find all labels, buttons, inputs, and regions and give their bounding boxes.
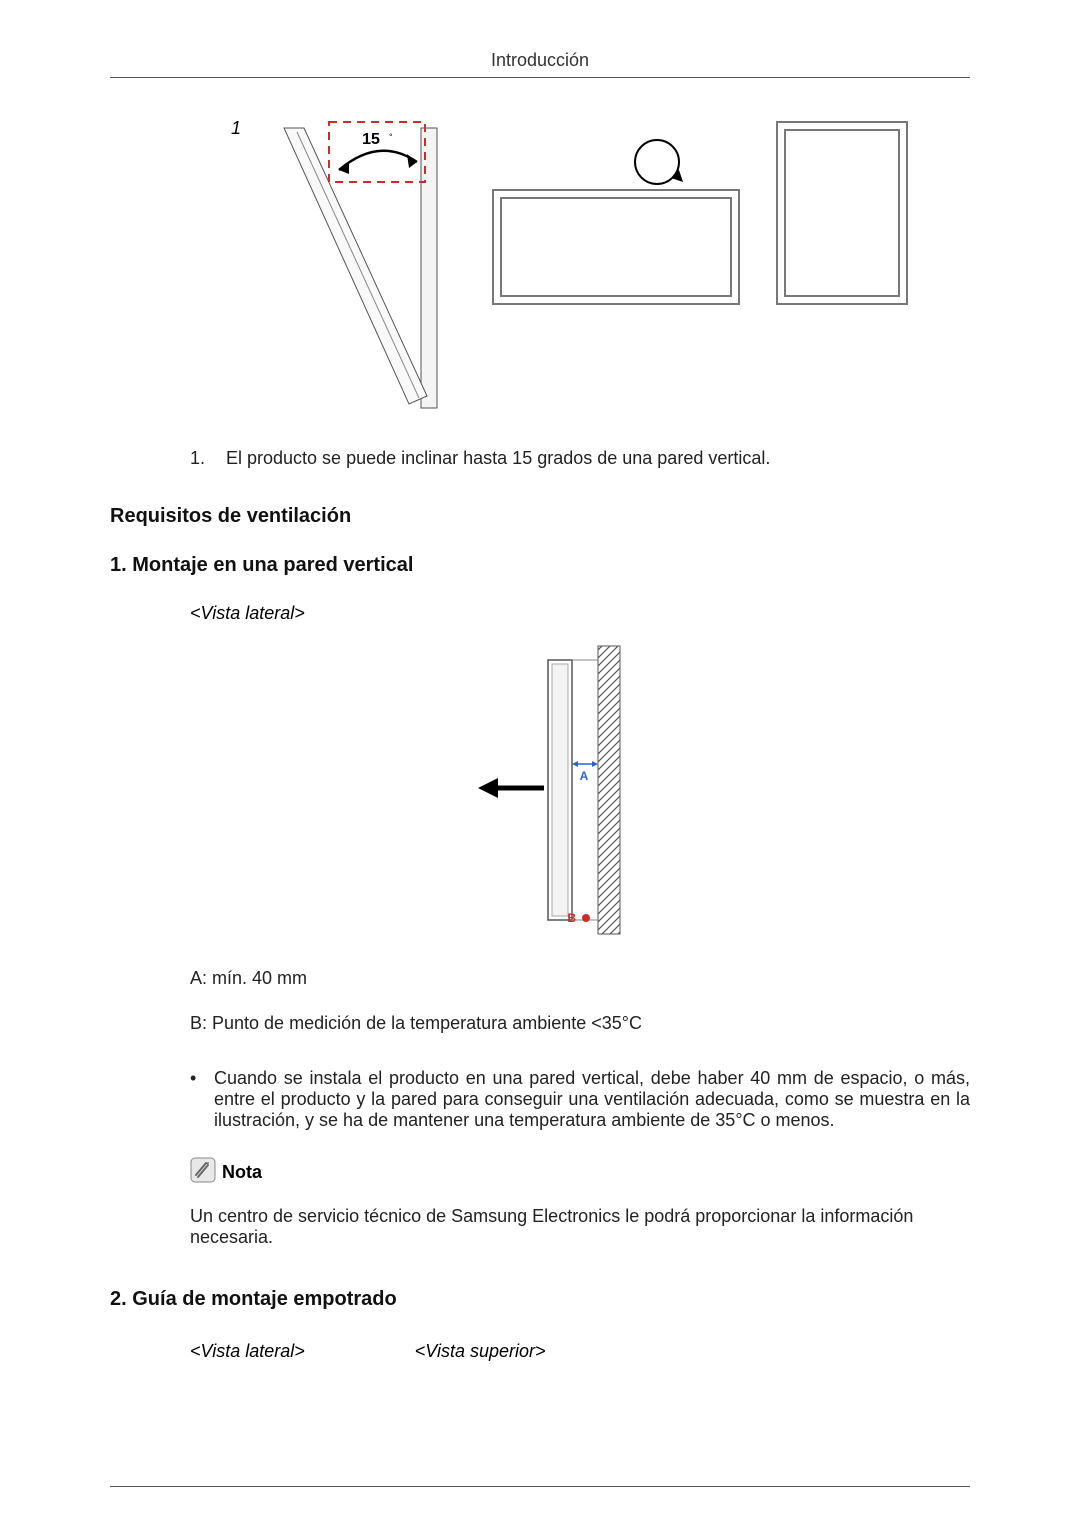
header-rule xyxy=(110,77,970,78)
spec-a: A: mín. 40 mm xyxy=(190,968,970,989)
figure-tilt-and-orientation: 1 15 ° xyxy=(190,118,970,418)
top-view-label: <Vista superior> xyxy=(415,1341,546,1362)
svg-text:15: 15 xyxy=(362,131,380,148)
spec-b: B: Punto de medición de la temperatura a… xyxy=(190,1013,970,1034)
ventilation-bullet: • Cuando se instala el producto en una p… xyxy=(190,1068,970,1131)
bullet-text: Cuando se instala el producto en una par… xyxy=(214,1068,970,1131)
note-row: Nota xyxy=(190,1157,970,1188)
side-view-label-2: <Vista lateral> xyxy=(190,1341,305,1362)
subsection-recessed-title: 2. Guía de montaje empotrado xyxy=(110,1288,970,1311)
view-labels-row: <Vista lateral> <Vista superior> xyxy=(190,1341,970,1362)
tilt-diagram: 1 15 ° xyxy=(249,118,459,418)
bullet-dot: • xyxy=(190,1068,200,1131)
subsection-vertical-title: 1. Montaje en una pared vertical xyxy=(110,554,970,577)
note-icon xyxy=(190,1157,216,1188)
note-body: Un centro de servicio técnico de Samsung… xyxy=(190,1206,970,1248)
note-label: Nota xyxy=(222,1162,262,1183)
page-header-title: Introducción xyxy=(110,50,970,77)
landscape-orientation-diagram xyxy=(489,118,743,418)
list-number: 1. xyxy=(190,448,208,469)
svg-text:B: B xyxy=(567,911,576,925)
tilt-explanation: 1. El producto se puede inclinar hasta 1… xyxy=(190,448,970,469)
side-view-figure: A B xyxy=(110,640,970,940)
side-view-label-1: <Vista lateral> xyxy=(190,603,970,624)
svg-text:A: A xyxy=(580,769,589,783)
svg-text:°: ° xyxy=(389,132,393,142)
portrait-orientation-diagram xyxy=(773,118,911,418)
section-ventilation-title: Requisitos de ventilación xyxy=(110,505,970,528)
footer-rule xyxy=(110,1486,970,1487)
figure-number-1: 1 xyxy=(231,118,241,139)
list-text: El producto se puede inclinar hasta 15 g… xyxy=(226,448,770,469)
